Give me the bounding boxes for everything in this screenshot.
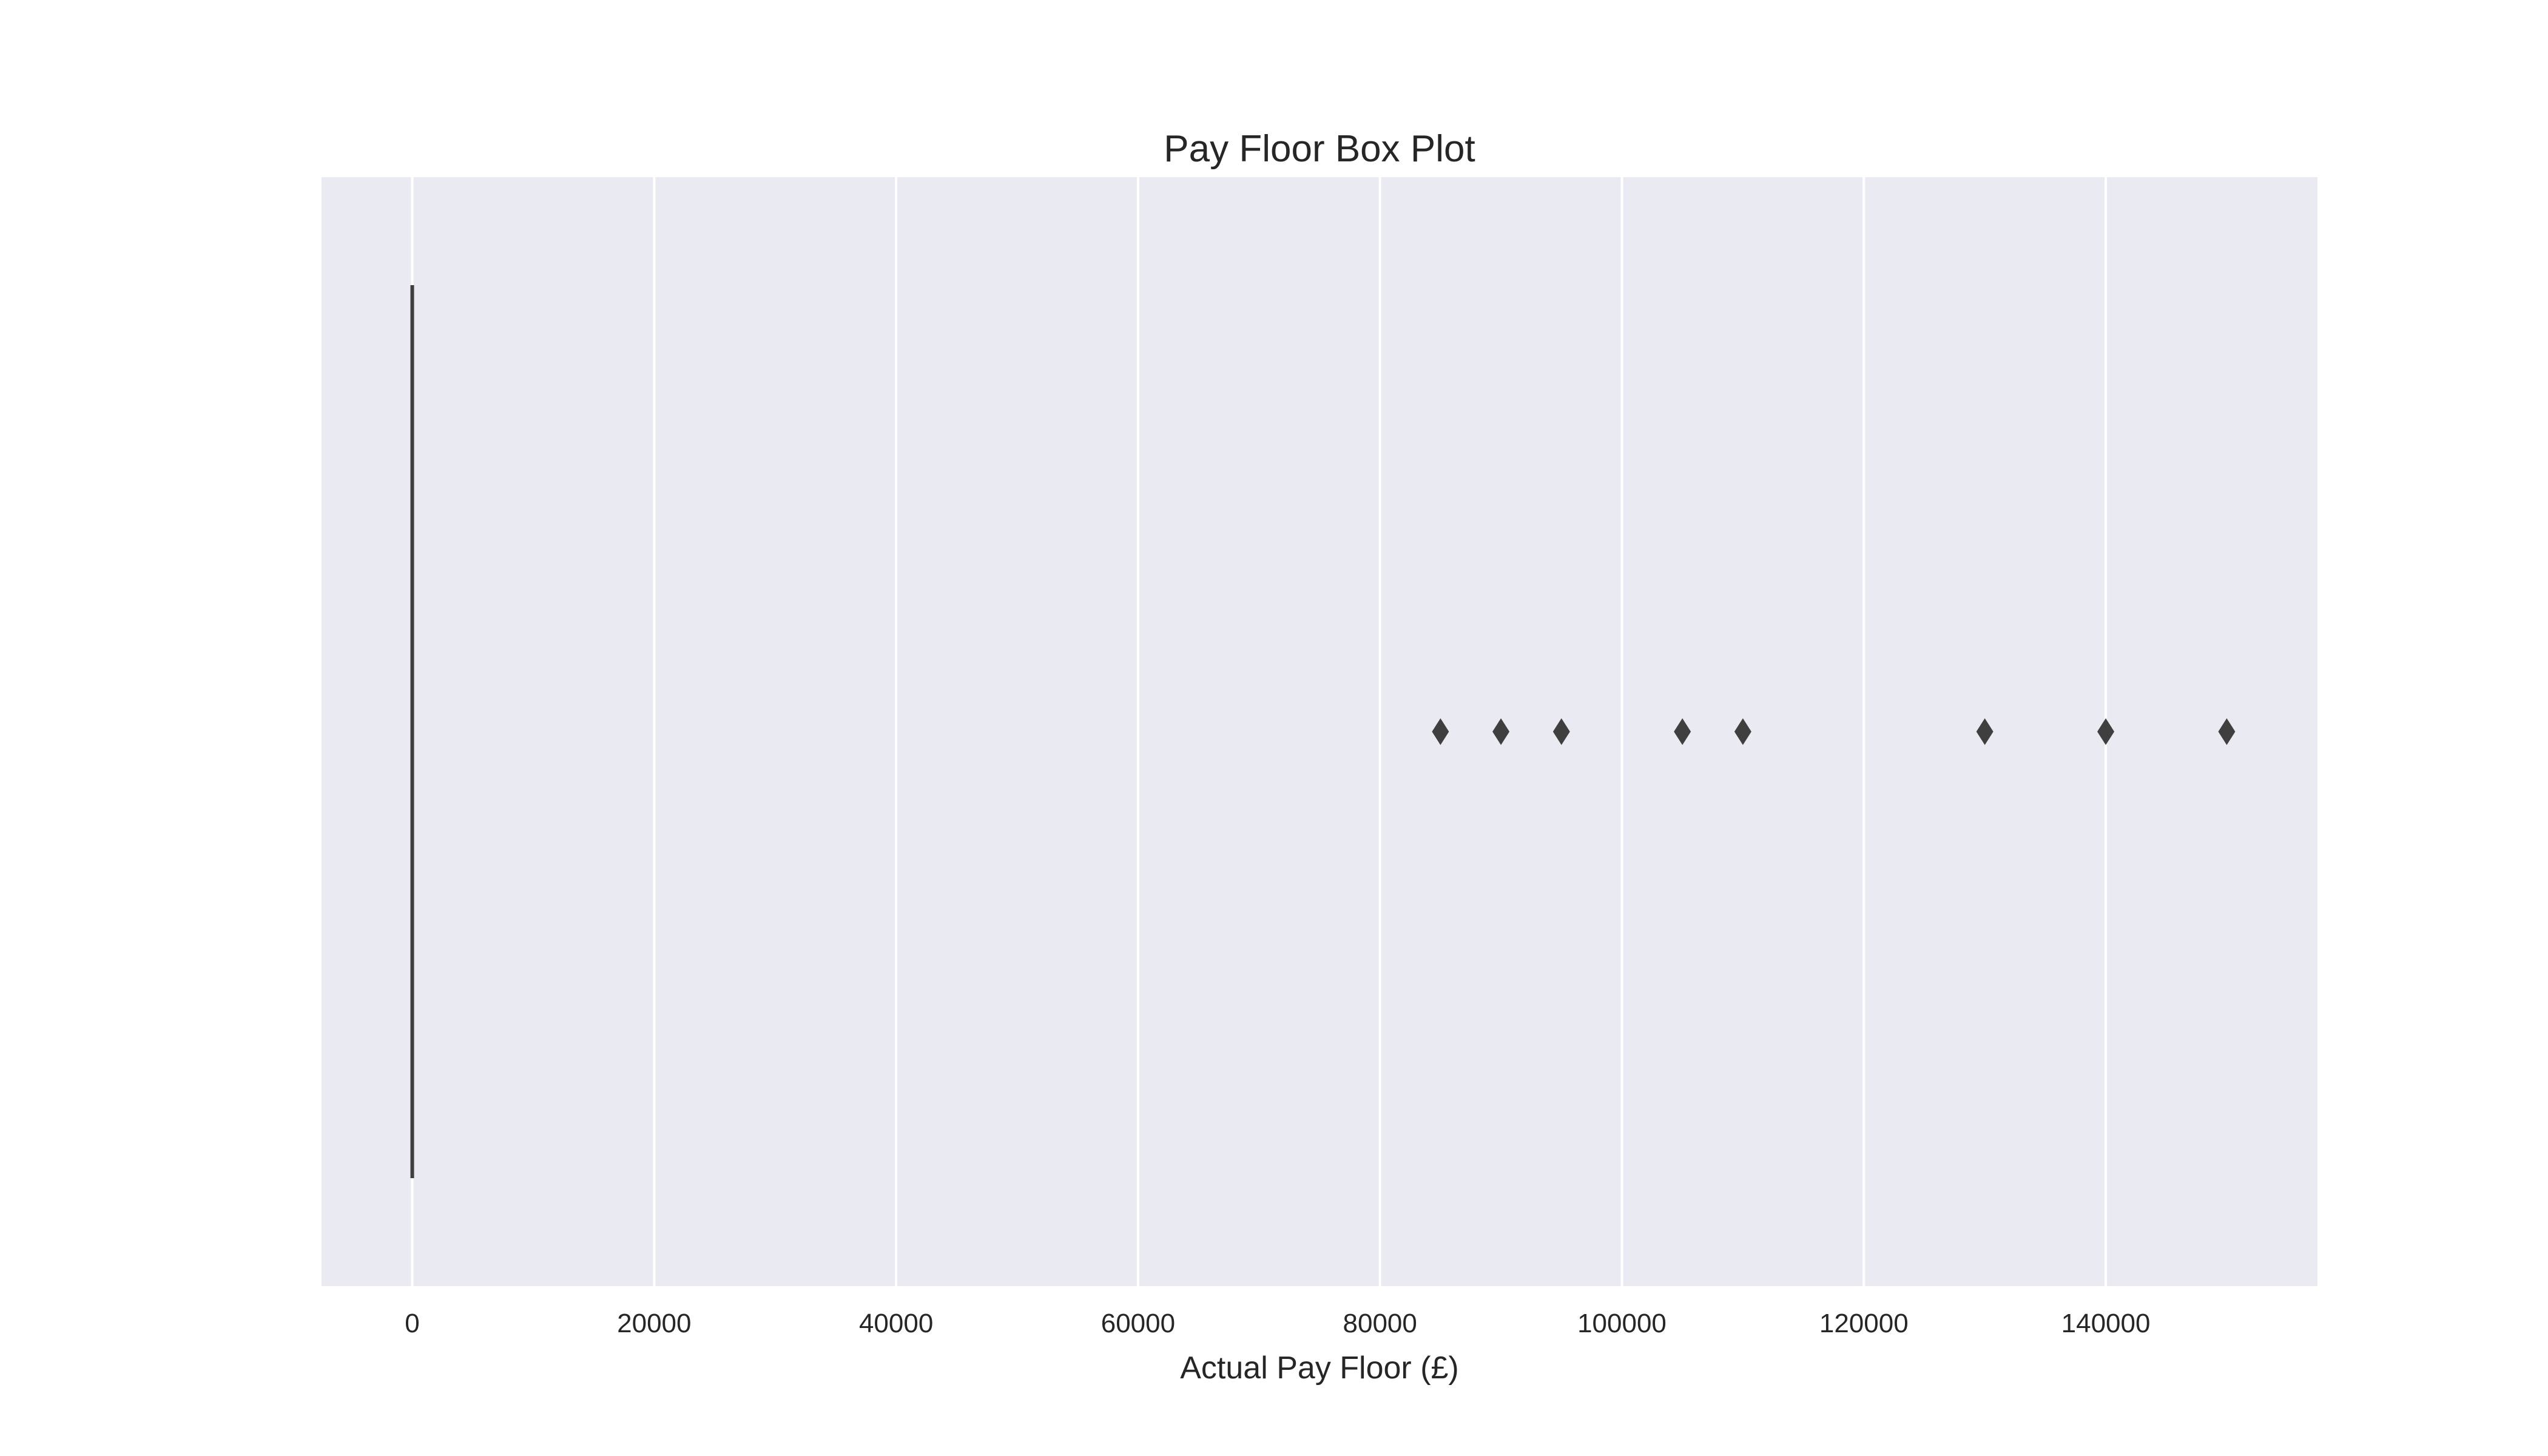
x-tick-label: 120000: [1819, 1309, 1909, 1338]
chart-title: Pay Floor Box Plot: [1164, 128, 1475, 170]
outlier-point: [2218, 718, 2236, 745]
x-tick-label: 140000: [2061, 1309, 2151, 1338]
outlier-point: [1492, 718, 1510, 745]
outlier-point: [2097, 718, 2115, 745]
outlier-point: [1734, 718, 1751, 745]
outlier-point: [1976, 718, 1994, 745]
x-tick-label: 20000: [617, 1309, 691, 1338]
x-axis-label: Actual Pay Floor (£): [1180, 1350, 1459, 1386]
x-tick-label: 0: [405, 1309, 419, 1338]
outlier-point: [1552, 718, 1570, 745]
outlier-points: [1432, 718, 2236, 745]
x-tick-label: 40000: [859, 1309, 933, 1338]
outlier-point: [1432, 718, 1449, 745]
plot-area-background: [322, 177, 2317, 1286]
outlier-point: [1674, 718, 1691, 745]
x-tick-label: 60000: [1101, 1309, 1175, 1338]
x-tick-label: 80000: [1343, 1309, 1417, 1338]
x-tick-label: 100000: [1577, 1309, 1667, 1338]
grid-lines: [411, 177, 2108, 1286]
x-tick-labels: 0 20000 40000 60000 80000 100000 120000 140000: [405, 1309, 2150, 1338]
